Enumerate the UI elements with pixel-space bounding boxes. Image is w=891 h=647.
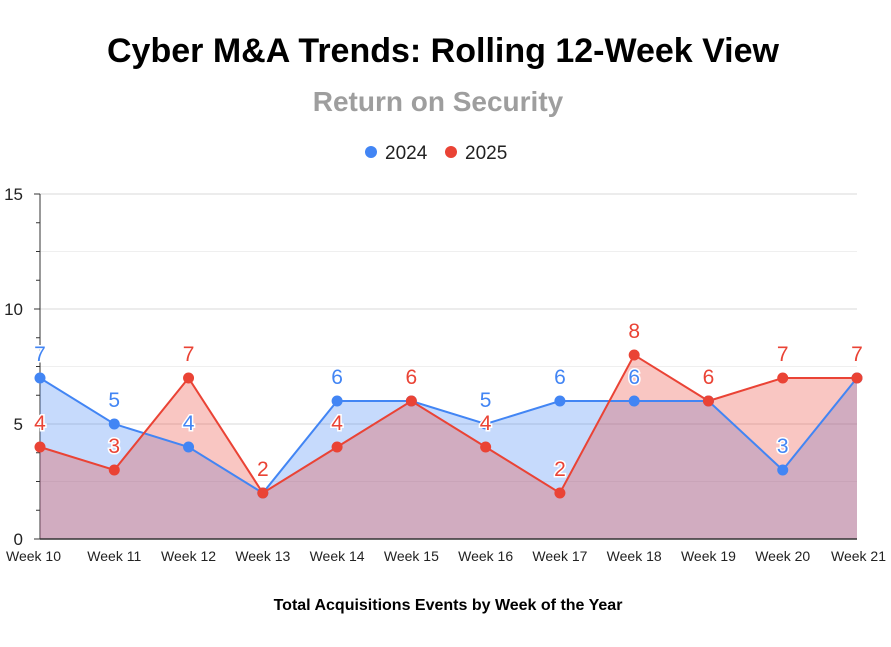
point-2025	[34, 441, 46, 453]
legend-label-2024: 2024	[385, 143, 428, 164]
x-tick-label: Week 17	[532, 548, 587, 564]
series-lines	[39, 353, 858, 495]
x-tick-label: Week 11	[87, 548, 141, 564]
x-tick-label: Week 18	[607, 548, 662, 564]
chart-subtitle: Return on Security	[313, 86, 564, 117]
data-label-2025: 4	[480, 412, 492, 435]
data-label-2025: 7	[851, 343, 863, 366]
data-label-2025: 7	[777, 343, 789, 366]
point-2025	[480, 441, 492, 453]
series-points	[34, 349, 863, 499]
y-axis: 0 5 10 15	[4, 185, 41, 549]
point-2024	[108, 418, 120, 430]
data-label-2025: 2	[257, 458, 269, 481]
line-2025	[39, 353, 857, 495]
point-2025	[702, 395, 714, 407]
x-axis: Week 10 Week 11 Week 12 Week 13 Week 14 Week …	[6, 538, 886, 564]
legend-label-2025: 2025	[465, 143, 507, 164]
line-2024	[39, 377, 858, 495]
data-label-2024: 6	[628, 366, 640, 389]
x-tick-label: Week 14	[310, 548, 365, 564]
point-2025	[851, 372, 863, 384]
x-tick-label: Week 10	[6, 548, 61, 564]
data-label-2025: 6	[406, 366, 418, 389]
legend-marker-2024	[365, 146, 377, 158]
data-label-2024: 4	[183, 412, 195, 435]
y-tick-label: 0	[14, 530, 23, 549]
point-2025	[554, 487, 566, 499]
gridlines	[40, 193, 857, 482]
data-label-2025: 2	[554, 458, 566, 481]
data-label-2025: 4	[331, 412, 343, 435]
x-tick-label: Week 20	[755, 548, 810, 564]
point-2025	[628, 349, 640, 361]
x-tick-label: Week 21	[831, 548, 886, 564]
data-label-2024: 5	[480, 389, 492, 412]
data-label-2025: 7	[183, 343, 195, 366]
point-2025	[405, 395, 417, 407]
chart-title: Cyber M&A Trends: Rolling 12-Week View	[107, 32, 780, 70]
data-label-2025: 8	[628, 320, 640, 343]
data-label-2024: 6	[554, 366, 566, 389]
y-tick-label: 15	[4, 185, 23, 204]
point-2024	[34, 372, 46, 384]
point-2025	[777, 372, 789, 384]
point-2025	[257, 487, 269, 499]
data-label-2024: 2	[257, 458, 269, 481]
data-label-2024: 6	[703, 366, 715, 389]
x-tick-label: Week 15	[384, 548, 439, 564]
point-2024	[777, 464, 789, 476]
area-2025	[40, 355, 857, 539]
point-2025	[108, 464, 120, 476]
data-label-2025: 6	[703, 366, 715, 389]
legend-marker-2025	[445, 146, 457, 158]
data-label-2024: 5	[108, 389, 120, 412]
data-label-2024: 7	[851, 343, 863, 366]
x-axis-title: Total Acquisitions Events by Week of the…	[274, 597, 623, 614]
x-tick-label: Week 12	[161, 548, 216, 564]
point-2025	[331, 441, 343, 453]
data-label-2025: 3	[108, 435, 120, 458]
data-label-2024: 3	[777, 435, 789, 458]
data-label-2025: 4	[34, 412, 46, 435]
point-2025	[183, 372, 195, 384]
data-label-2024: 6	[406, 366, 418, 389]
y-tick-label: 10	[4, 300, 23, 319]
data-label-2024: 6	[331, 366, 343, 389]
point-2024	[480, 418, 492, 430]
point-2024	[183, 441, 195, 453]
point-2024	[554, 395, 566, 407]
point-2024	[628, 395, 640, 407]
x-tick-label: Week 13	[235, 548, 290, 564]
y-tick-label: 5	[14, 415, 23, 434]
area-2024	[40, 378, 857, 539]
series-areas	[40, 355, 857, 539]
point-2024	[331, 395, 343, 407]
x-tick-label: Week 16	[458, 548, 513, 564]
data-label-2024: 7	[34, 343, 46, 366]
x-tick-label: Week 19	[681, 548, 736, 564]
legend: 2024 2025	[365, 143, 507, 164]
